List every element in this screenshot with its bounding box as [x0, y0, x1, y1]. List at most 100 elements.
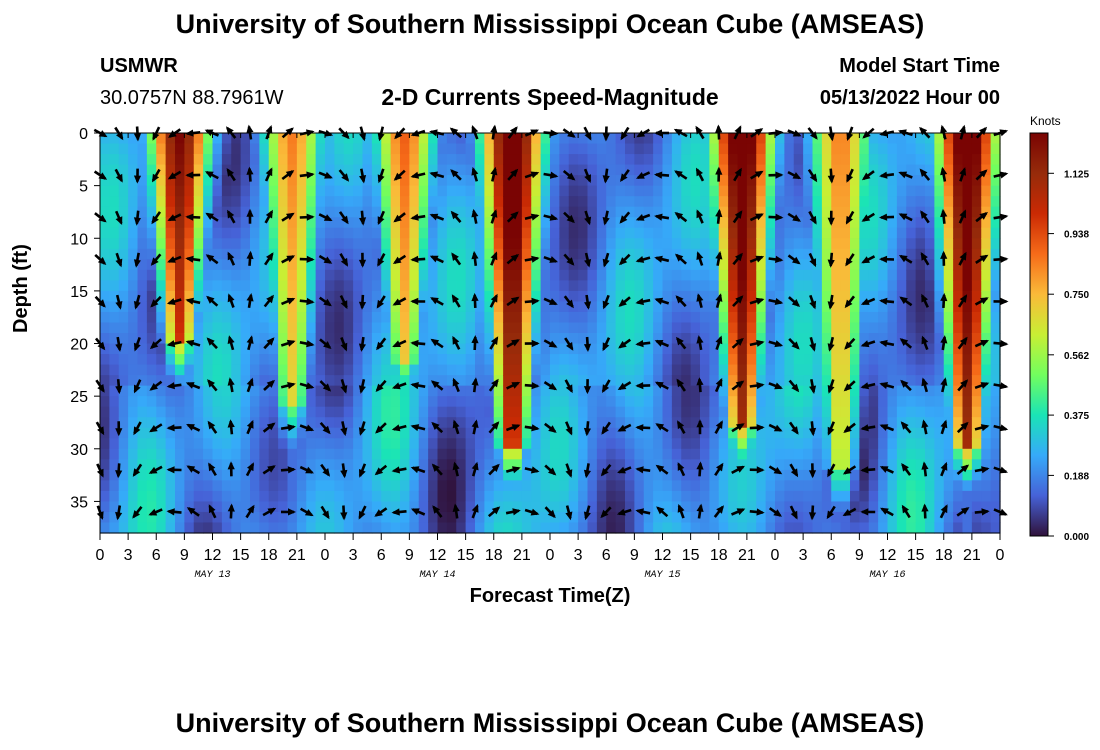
heatmap-cell — [521, 427, 532, 439]
arrow-head — [246, 250, 254, 260]
arrow-head — [168, 130, 177, 138]
heatmap-cell — [315, 227, 326, 239]
heatmap-cell — [765, 406, 776, 418]
heatmap-cell — [878, 511, 889, 524]
heatmap-cell — [465, 269, 476, 281]
heatmap-cell — [971, 248, 982, 260]
heatmap-cell — [231, 406, 242, 418]
heatmap-cell — [278, 417, 289, 429]
heatmap-cell — [953, 301, 964, 313]
heatmap-cell — [971, 469, 982, 481]
heatmap-cell — [671, 427, 682, 439]
heatmap-cell — [109, 417, 120, 429]
heatmap-cell — [343, 448, 354, 460]
heatmap-cell — [831, 280, 842, 292]
heatmap-cell — [203, 406, 214, 418]
arrow-head — [322, 510, 330, 520]
heatmap-cell — [756, 164, 767, 176]
arrow-head — [116, 131, 124, 141]
arrow-head — [602, 300, 610, 310]
heatmap-cell — [325, 501, 335, 513]
current-arrow — [676, 378, 686, 392]
heatmap-cell — [118, 259, 129, 271]
heatmap-cell — [559, 354, 570, 366]
heatmap-cell — [962, 522, 973, 534]
current-arrow — [827, 252, 835, 268]
heatmap-cell — [943, 364, 954, 376]
heatmap-cell — [915, 438, 926, 450]
heatmap-cell — [465, 375, 476, 387]
heatmap-cell — [784, 396, 795, 408]
heatmap-cell — [128, 490, 139, 503]
heatmap-cell — [146, 501, 157, 513]
heatmap-cell — [981, 343, 992, 355]
heatmap-cell — [812, 227, 823, 239]
heatmap-cell — [240, 511, 251, 524]
heatmap-cell — [568, 185, 579, 197]
heatmap-cell — [625, 385, 635, 397]
arrow-head — [266, 294, 274, 304]
heatmap-cell — [465, 354, 476, 366]
heatmap-cell — [737, 280, 748, 292]
arrow-head — [411, 508, 420, 516]
heatmap-cell — [325, 175, 335, 187]
heatmap-cell — [203, 438, 214, 450]
current-arrow — [377, 210, 385, 225]
heatmap-cell — [831, 427, 842, 439]
heatmap-cell — [784, 154, 795, 166]
heatmap-cell — [653, 290, 664, 303]
heatmap-cell — [400, 354, 410, 366]
heatmap-cell — [306, 143, 317, 155]
heatmap-cell — [784, 227, 795, 239]
heatmap-cell — [109, 217, 120, 229]
heatmap-cell — [578, 238, 589, 250]
heatmap-cell — [231, 259, 242, 271]
heatmap-cell — [878, 164, 889, 176]
heatmap-cell — [850, 311, 860, 324]
heatmap-cell — [981, 322, 992, 334]
heatmap-cell — [221, 290, 232, 303]
heatmap-cell — [540, 354, 551, 366]
heatmap-cell — [803, 438, 814, 450]
heatmap-cell — [306, 417, 317, 429]
heatmap-cell — [681, 269, 692, 281]
heatmap-cell — [128, 259, 139, 271]
heatmap-cell — [503, 185, 514, 197]
heatmap-cell — [615, 385, 626, 397]
heatmap-cell — [878, 480, 889, 492]
heatmap-cell — [212, 396, 223, 408]
heatmap-cell — [868, 448, 879, 460]
current-arrow — [166, 508, 182, 516]
current-arrow — [392, 382, 407, 390]
heatmap-cell — [484, 459, 495, 471]
heatmap-cell — [250, 290, 260, 303]
heatmap-cell — [850, 406, 860, 418]
heatmap-cell — [137, 501, 148, 513]
current-arrow — [827, 336, 835, 352]
heatmap-cell — [418, 522, 429, 534]
current-arrow — [185, 255, 201, 263]
current-arrow — [696, 419, 704, 435]
heatmap-cell — [203, 427, 214, 439]
heatmap-cell — [109, 290, 120, 303]
heatmap-cell — [803, 311, 814, 324]
heatmap-cell — [784, 480, 795, 492]
heatmap-cell — [587, 227, 598, 239]
current-arrow — [299, 255, 315, 263]
heatmap-cell — [409, 164, 420, 176]
heatmap-cell — [643, 301, 654, 313]
heatmap-cell — [634, 290, 645, 303]
heatmap-cell — [475, 164, 485, 176]
heatmap-cell — [456, 501, 467, 513]
heatmap-cell — [690, 133, 701, 145]
heatmap-cell — [400, 333, 410, 345]
heatmap-cell — [559, 248, 570, 260]
heatmap-cell — [409, 154, 420, 166]
heatmap-cell — [718, 459, 729, 471]
heatmap-cell — [540, 269, 551, 281]
heatmap-cell — [662, 164, 673, 176]
heatmap-cell — [718, 501, 729, 513]
heatmap-cell — [203, 522, 214, 534]
heatmap-cell — [775, 259, 785, 271]
heatmap-cell — [915, 133, 926, 145]
